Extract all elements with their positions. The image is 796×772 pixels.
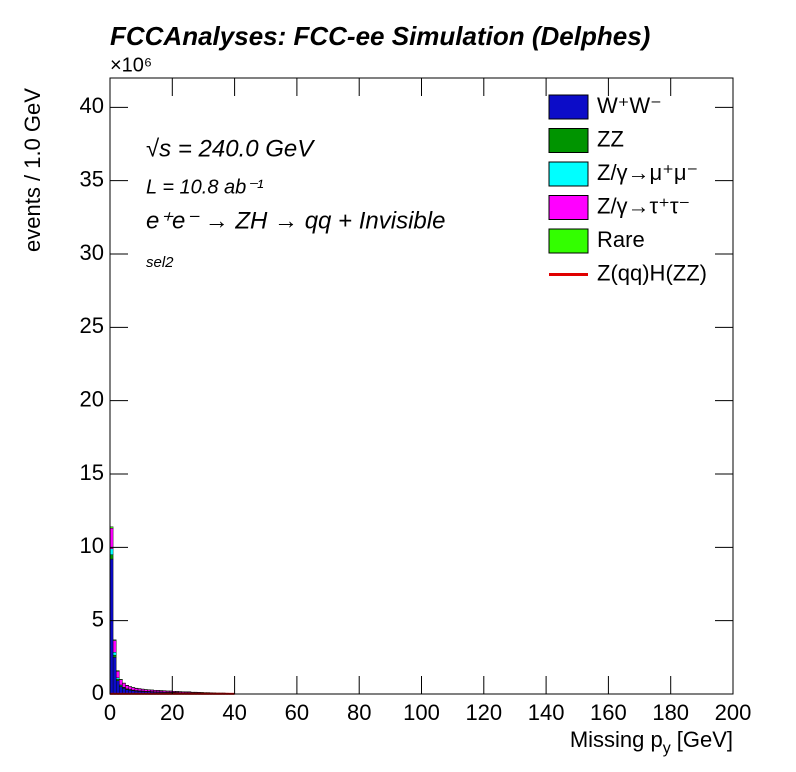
x-label-text: Missing p bbox=[570, 727, 663, 752]
legend-swatch bbox=[548, 228, 589, 254]
histogram-bar bbox=[116, 677, 120, 680]
y-tick-label: 35 bbox=[80, 166, 104, 191]
x-tick-label: 100 bbox=[403, 700, 440, 725]
histogram-bar bbox=[137, 688, 142, 691]
y-tick-label: 25 bbox=[80, 313, 104, 338]
legend-swatch bbox=[548, 128, 589, 153]
annotation: sel2 bbox=[146, 254, 174, 271]
x-tick-label: 0 bbox=[104, 700, 116, 725]
legend-label: Z(qq)H(ZZ) bbox=[597, 260, 707, 285]
y-tick-label: 40 bbox=[80, 93, 104, 118]
legend-swatch bbox=[548, 161, 589, 187]
histogram-bar bbox=[116, 670, 120, 672]
legend-label: Z/γ→τ⁺τ⁻ bbox=[597, 193, 690, 218]
legend-label: ZZ bbox=[597, 126, 624, 151]
histogram-bar bbox=[112, 654, 117, 658]
histogram-bar bbox=[128, 686, 133, 690]
histogram-bar bbox=[112, 639, 117, 641]
annotation: L = 10.8 ab⁻¹ bbox=[146, 176, 264, 198]
histogram-bar bbox=[131, 687, 136, 691]
y-tick-label: 5 bbox=[92, 606, 104, 631]
y-axis-label: events / 1.0 GeV bbox=[20, 88, 45, 252]
y-tick-label: 15 bbox=[80, 460, 104, 485]
histogram-bar bbox=[144, 689, 148, 692]
annotation: e⁺e⁻ → ZH → qq + Invisible bbox=[146, 207, 445, 234]
histogram-bar bbox=[125, 685, 129, 689]
histogram-bar bbox=[116, 671, 120, 679]
histogram-bar bbox=[112, 640, 117, 653]
histogram-bar bbox=[134, 688, 139, 691]
legend-label: Z/γ→μ⁺μ⁻ bbox=[597, 160, 698, 185]
y-tick-label: 0 bbox=[92, 680, 104, 705]
histogram-bar bbox=[122, 683, 126, 688]
x-tick-label: 200 bbox=[715, 700, 752, 725]
x-label-sub: y bbox=[663, 740, 671, 757]
histogram-bar bbox=[112, 652, 117, 656]
histogram-bar bbox=[140, 688, 145, 692]
legend-swatch bbox=[548, 195, 589, 220]
legend-swatch bbox=[548, 94, 589, 120]
histogram-bar bbox=[116, 680, 120, 695]
legend-label: Rare bbox=[597, 227, 645, 252]
x-tick-label: 120 bbox=[465, 700, 502, 725]
y-tick-label: 20 bbox=[80, 386, 104, 411]
x-tick-label: 180 bbox=[652, 700, 689, 725]
x-tick-label: 140 bbox=[528, 700, 565, 725]
x-tick-label: 160 bbox=[590, 700, 627, 725]
histogram-bar bbox=[112, 657, 117, 695]
histogram-bar bbox=[147, 689, 151, 692]
multiplier: ×10⁶ bbox=[110, 54, 152, 76]
y-tick-label: 30 bbox=[80, 240, 104, 265]
x-tick-label: 20 bbox=[160, 700, 184, 725]
legend-label: W⁺W⁻ bbox=[597, 93, 662, 118]
y-tick-label: 10 bbox=[80, 533, 104, 558]
x-tick-label: 60 bbox=[285, 700, 309, 725]
histogram-bar bbox=[150, 689, 154, 692]
x-tick-label: 80 bbox=[347, 700, 371, 725]
histogram-bar bbox=[119, 679, 123, 686]
histogram-bar bbox=[116, 679, 120, 681]
x-tick-label: 40 bbox=[222, 700, 246, 725]
x-label-unit: [GeV] bbox=[677, 727, 733, 752]
x-axis-label: Missing py [GeV] bbox=[570, 727, 733, 757]
chart-title: FCCAnalyses: FCC-ee Simulation (Delphes) bbox=[110, 21, 650, 51]
annotation: √s = 240.0 GeV bbox=[146, 135, 315, 162]
